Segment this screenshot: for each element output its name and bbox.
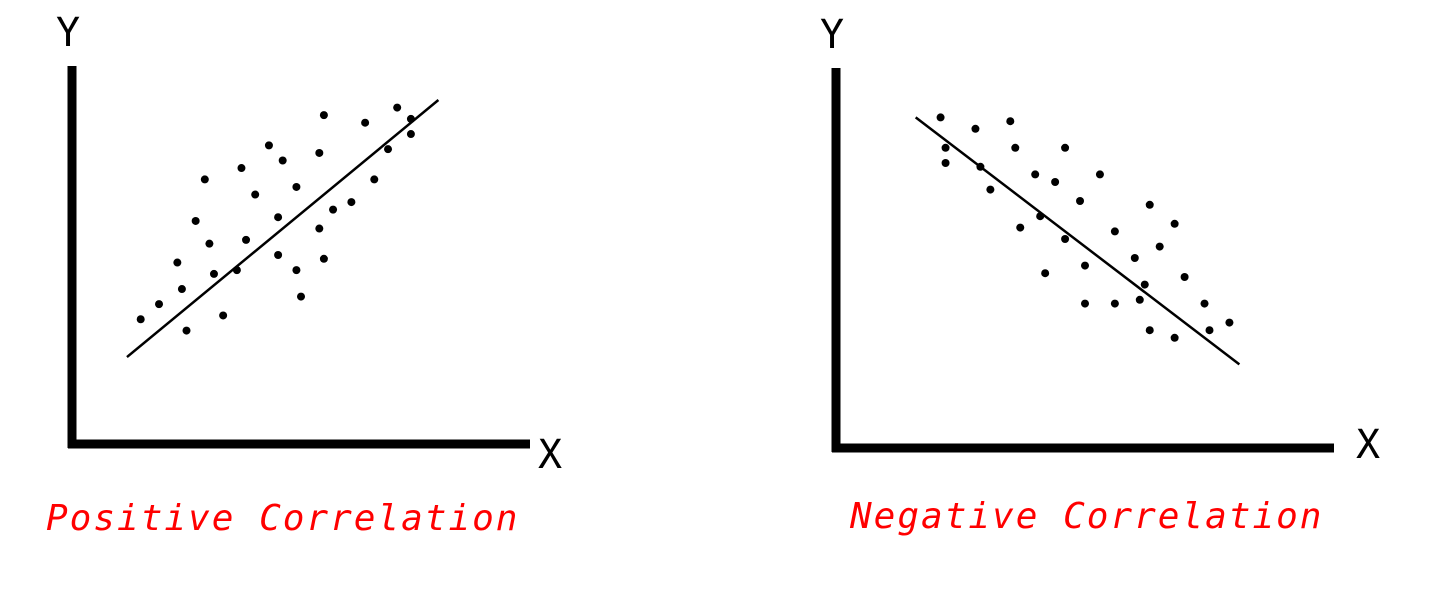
data-point (347, 198, 356, 207)
data-point (1180, 273, 1189, 281)
data-point (136, 315, 145, 324)
data-point (1145, 200, 1154, 209)
data-point (319, 254, 328, 263)
data-point (1140, 280, 1149, 289)
data-point (237, 164, 246, 173)
data-point (1061, 235, 1070, 243)
data-point (155, 300, 164, 309)
data-point (1011, 143, 1020, 152)
data-point (315, 224, 324, 233)
plot-area (914, 113, 1241, 366)
y-axis-label: Y (56, 10, 80, 56)
data-point (406, 130, 415, 139)
data-point (274, 251, 283, 259)
data-point (292, 266, 301, 275)
data-point (278, 156, 287, 165)
data-point (205, 239, 214, 248)
data-point (1031, 170, 1040, 179)
plot-area (126, 99, 440, 359)
data-point (976, 162, 985, 171)
data-point (1076, 197, 1085, 205)
data-point (329, 205, 338, 214)
data-point (941, 159, 950, 167)
chart-title: Positive Correlation (46, 498, 519, 539)
data-point (1205, 326, 1214, 335)
trend-line (914, 116, 1241, 366)
chart-title: Negative Correlation (849, 496, 1323, 537)
x-axis-label: X (538, 432, 562, 478)
data-point (1016, 223, 1025, 232)
data-point (1081, 261, 1089, 270)
data-point (315, 148, 324, 157)
data-point (219, 311, 228, 320)
data-point (986, 185, 995, 194)
data-point (1051, 178, 1060, 186)
data-point (1095, 170, 1104, 179)
data-point (1155, 242, 1164, 251)
y-axis-label: Y (820, 12, 844, 58)
data-point (384, 145, 393, 154)
data-point (251, 190, 260, 199)
data-point (274, 213, 283, 222)
data-point (1061, 143, 1070, 152)
data-point (936, 113, 945, 122)
data-point (292, 182, 301, 191)
data-point (200, 175, 209, 184)
data-point (1110, 299, 1119, 308)
trend-line (126, 99, 440, 359)
data-point (1170, 219, 1179, 228)
data-point (406, 114, 415, 123)
data-point (177, 285, 186, 294)
data-point (264, 141, 273, 150)
x-axis-label: X (1356, 422, 1380, 468)
data-point (941, 143, 950, 152)
data-point (361, 118, 370, 127)
data-point (1006, 117, 1015, 126)
data-point (182, 326, 191, 335)
data-point (1135, 295, 1144, 304)
data-point (1130, 254, 1139, 262)
data-point (191, 216, 200, 225)
data-point (1225, 318, 1234, 327)
data-point (232, 266, 241, 275)
data-point (1036, 212, 1045, 221)
data-point (242, 235, 251, 244)
data-point (1145, 326, 1154, 335)
data-point (1170, 333, 1179, 342)
data-point (319, 111, 328, 120)
data-point (393, 103, 402, 112)
data-point (297, 292, 305, 301)
data-point (173, 258, 182, 267)
chart-negative: Y X Negative Correlation (820, 12, 1380, 537)
data-point (209, 269, 218, 278)
data-point (1200, 299, 1209, 308)
data-point (1081, 299, 1089, 308)
chart-positive: Y X Positive Correlation (46, 10, 562, 539)
data-point (1041, 269, 1050, 278)
data-point (370, 175, 379, 184)
data-point (971, 124, 980, 133)
data-point (1110, 227, 1119, 236)
